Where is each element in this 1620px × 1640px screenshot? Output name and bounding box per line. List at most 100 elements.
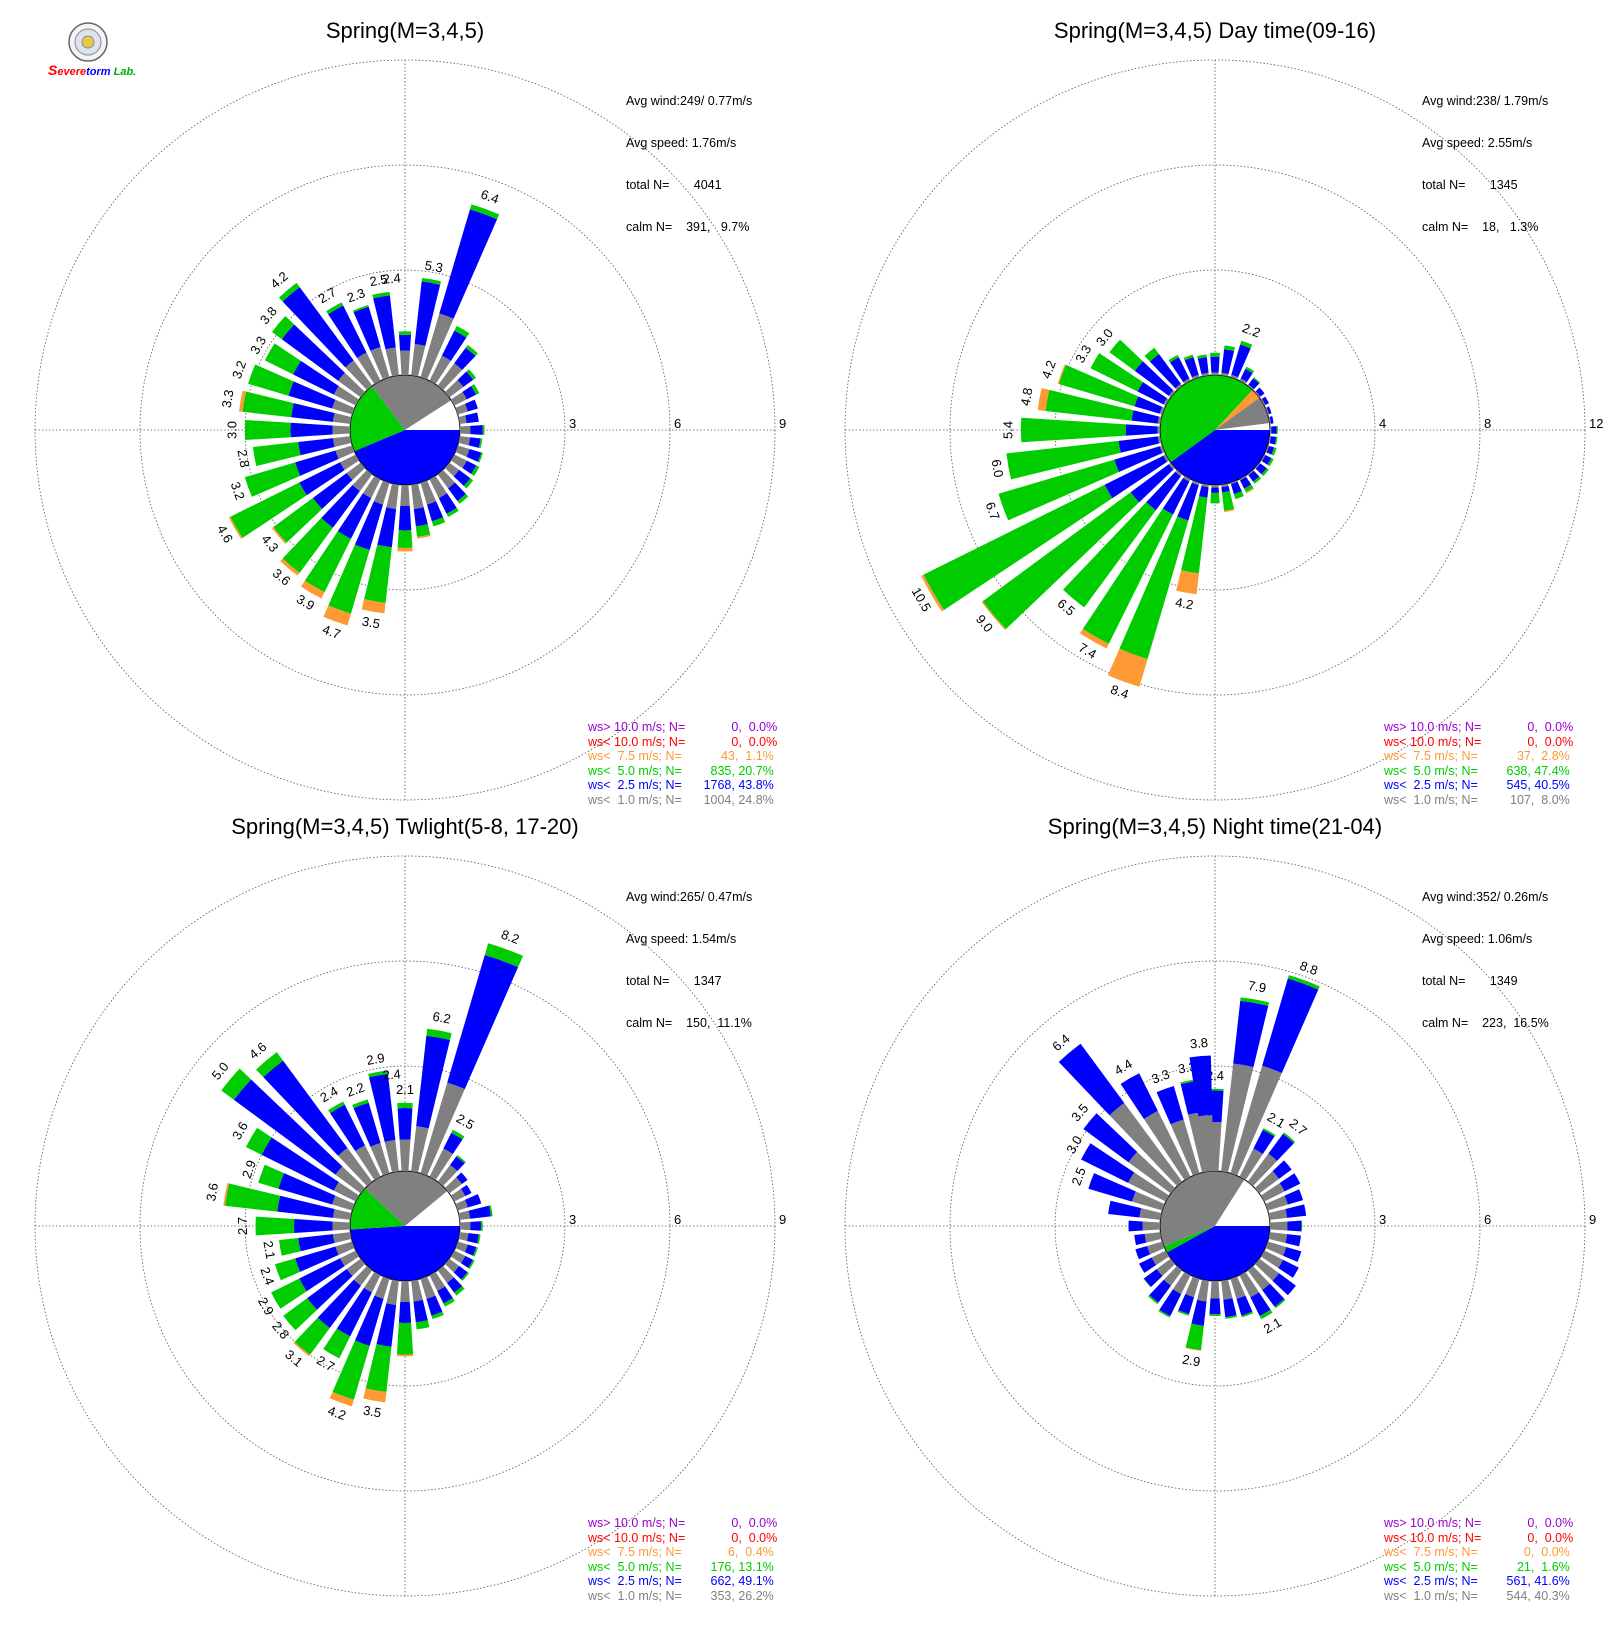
bar-segment (242, 391, 294, 418)
legend-label: ws< 5.0 m/s; N= (588, 1559, 682, 1574)
bar-segment (293, 360, 339, 395)
bar-segment (352, 1099, 369, 1109)
bar-segment (355, 1145, 381, 1181)
bar-segment (332, 1232, 352, 1244)
bar-segment (431, 517, 446, 527)
bar-segment (1255, 387, 1265, 397)
legend-row: ws> 10.0 m/s; N= 0, 0.0% (588, 1516, 777, 1531)
bar-segment (361, 599, 386, 614)
bar-segment (1247, 1153, 1278, 1187)
legend-row: ws> 10.0 m/s; N= 0, 0.0% (1384, 720, 1573, 735)
ring-label: 4 (1379, 416, 1386, 431)
bar-segment (373, 480, 390, 505)
bar-segment (397, 1102, 413, 1109)
bar-segment (1285, 1234, 1301, 1247)
legend-value: 1004, 24.8% (703, 792, 774, 807)
bar-segment (399, 334, 411, 351)
legend-label: ws< 5.0 m/s; N= (588, 763, 682, 778)
bar-segment (1191, 1299, 1207, 1326)
bar-segment (370, 347, 390, 380)
bar-segment (466, 1233, 479, 1244)
bar-segment (328, 305, 367, 358)
bar-segment (1185, 1276, 1200, 1298)
bar-segment (280, 558, 300, 576)
bar-segment (1163, 1265, 1183, 1286)
legend-row: ws< 2.5 m/s; N= 561, 41.6% (1384, 1574, 1573, 1589)
bar-segment (1268, 1133, 1294, 1161)
bar-segment (326, 302, 344, 315)
bar-total-label: 3.0 (1063, 1133, 1085, 1156)
legend-value: 835, 20.7% (710, 763, 774, 778)
bar-segment (336, 1287, 372, 1337)
bar-segment (450, 454, 467, 469)
bar-segment (1162, 477, 1190, 515)
bar-segment (456, 1154, 466, 1164)
bar-segment (1108, 1200, 1142, 1218)
bar-segment (258, 1164, 285, 1189)
bar-total-label: 2.5 (368, 271, 388, 289)
bar-segment (225, 1183, 281, 1212)
legend-label: ws< 7.5 m/s; N= (588, 749, 682, 763)
bar-segment (1177, 482, 1199, 521)
bar-segment (429, 1148, 453, 1181)
ring-label: 6 (674, 1212, 681, 1227)
bar-segment (1175, 383, 1183, 391)
bar-segment (465, 399, 478, 412)
legend-value: 0, 0.0% (1527, 1516, 1574, 1530)
bar-segment (363, 1388, 387, 1403)
legend-value: 544, 40.3% (1506, 1588, 1570, 1603)
bar-segment (1239, 1148, 1263, 1181)
bar-segment (1225, 1315, 1237, 1319)
bar-segment (1221, 372, 1229, 377)
bar-segment (1142, 1221, 1161, 1231)
bar-segment (1109, 1102, 1183, 1187)
bar-segment (1209, 1298, 1221, 1315)
stat-avg-wind: Avg wind:352/ 0.26m/s (1422, 890, 1549, 904)
bar-total-label: 2.9 (255, 1295, 277, 1318)
calm-pie-slice (1215, 423, 1270, 430)
bar-segment (437, 1286, 453, 1304)
bar-segment (413, 507, 428, 527)
bar-segment (1279, 1173, 1301, 1192)
bar-segment (1197, 357, 1209, 374)
bar-segment (1143, 1278, 1152, 1288)
bar-total-label: 3.3 (219, 389, 237, 409)
calm-pie-slice (350, 1226, 461, 1281)
legend-row: ws< 5.0 m/s; N= 835, 20.7% (588, 764, 777, 779)
legend-row: ws< 7.5 m/s; N= 43, 1.1% (588, 749, 777, 764)
bar-segment (1185, 1323, 1204, 1351)
calm-pie-slice (1160, 375, 1253, 463)
bar-segment (457, 493, 469, 504)
bar-segment (261, 1137, 339, 1191)
bar-total-label: 2.9 (239, 1158, 259, 1180)
stat-total-n: total N= 1349 (1422, 974, 1518, 988)
bar-segment (293, 1219, 333, 1233)
bar-segment (462, 460, 477, 474)
bar-segment (271, 316, 295, 340)
bar-total-label: 3.2 (229, 359, 249, 381)
legend-row: ws< 2.5 m/s; N= 662, 49.1% (588, 1574, 777, 1589)
bar-segment (455, 445, 470, 457)
bar-segment (466, 369, 477, 380)
bar-total-label: 4.6 (246, 1039, 269, 1062)
bar-segment (482, 425, 485, 435)
bar-segment (1170, 357, 1190, 383)
legend-row: ws< 10.0 m/s; N= 0, 0.0% (1384, 1531, 1573, 1546)
bar-segment (1282, 1132, 1296, 1144)
ring-label: 6 (1484, 1212, 1491, 1227)
ring-label: 9 (1589, 1212, 1596, 1227)
bar-segment (1224, 508, 1235, 513)
legend-value: 176, 13.1% (710, 1559, 774, 1574)
bar-segment (1211, 487, 1219, 493)
bar-total-label: 5.3 (424, 258, 444, 276)
bar-segment (352, 305, 369, 313)
bar-segment (299, 1258, 345, 1292)
bar-segment (1236, 1295, 1253, 1316)
bar-segment (282, 287, 354, 368)
bar-segment (332, 425, 351, 435)
ring-label: 3 (1379, 1212, 1386, 1227)
bar-segment (353, 306, 381, 351)
bar-segment (982, 492, 1140, 630)
bar-segment (398, 331, 412, 335)
bar-segment (1239, 475, 1247, 481)
